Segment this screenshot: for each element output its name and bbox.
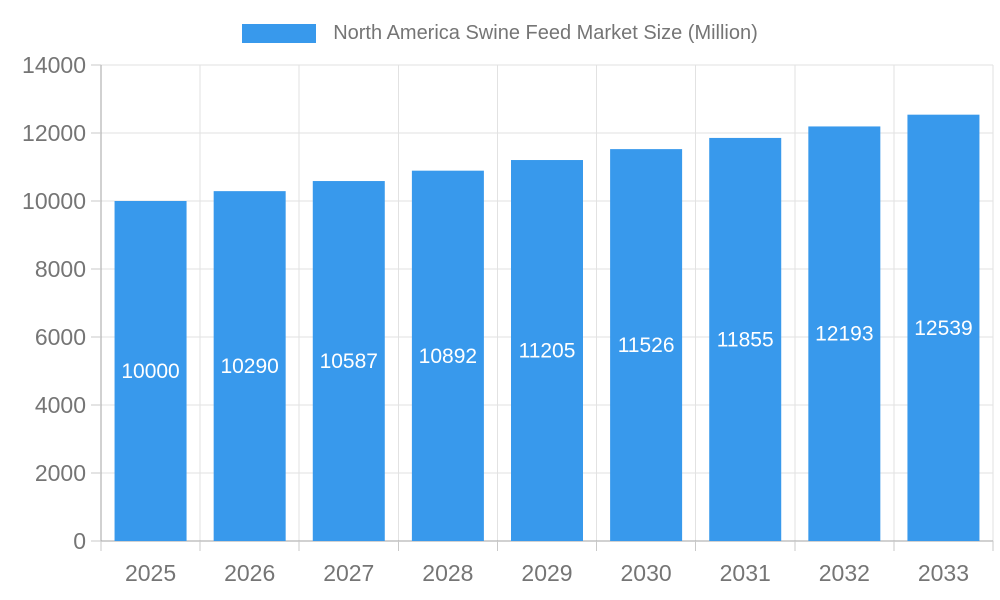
x-axis-tick-label: 2028 xyxy=(422,560,473,586)
bar-value-label: 10892 xyxy=(419,345,477,368)
x-axis-tick-label: 2033 xyxy=(918,560,969,586)
y-axis-tick-label: 6000 xyxy=(35,324,86,350)
bar-2028[interactable] xyxy=(411,170,484,541)
bar-2027[interactable] xyxy=(312,181,385,542)
y-axis-tick-label: 0 xyxy=(73,528,86,554)
bar-2032[interactable] xyxy=(808,126,881,542)
bar-2025[interactable] xyxy=(114,201,187,541)
legend-label[interactable]: North America Swine Feed Market Size (Mi… xyxy=(333,22,758,44)
y-axis-tick-label: 14000 xyxy=(22,52,86,78)
y-axis-tick-label: 8000 xyxy=(35,256,86,282)
y-axis-tick-label: 2000 xyxy=(35,460,86,486)
bar-value-label: 10587 xyxy=(320,350,378,373)
bar-value-label: 12193 xyxy=(815,323,873,346)
bar-value-label: 12539 xyxy=(914,317,972,340)
y-axis-tick-label: 4000 xyxy=(35,392,86,418)
bar-2030[interactable] xyxy=(610,149,683,541)
x-axis-tick-label: 2030 xyxy=(621,560,672,586)
x-axis-tick-label: 2025 xyxy=(125,560,176,586)
bar-value-label: 10000 xyxy=(121,360,179,383)
bar-2026[interactable] xyxy=(213,191,286,541)
bar-value-label: 11855 xyxy=(717,328,774,351)
bar-2031[interactable] xyxy=(709,137,782,541)
x-axis-tick-label: 2032 xyxy=(819,560,870,586)
legend-swatch-icon[interactable] xyxy=(242,23,317,43)
x-axis-tick-label: 2029 xyxy=(521,560,572,586)
x-axis-tick-label: 2027 xyxy=(323,560,374,586)
y-axis-tick-label: 10000 xyxy=(22,188,86,214)
bar-value-label: 11526 xyxy=(618,334,675,357)
bar-value-label: 10290 xyxy=(220,355,278,378)
bar-2033[interactable] xyxy=(907,114,980,541)
legend: North America Swine Feed Market Size (Mi… xyxy=(0,20,1000,46)
x-axis-tick-label: 2031 xyxy=(720,560,771,586)
y-axis-tick-label: 12000 xyxy=(22,120,86,146)
bar-2029[interactable] xyxy=(511,160,583,541)
x-axis-tick-label: 2026 xyxy=(224,560,275,586)
bar-value-label: 11205 xyxy=(519,340,576,363)
